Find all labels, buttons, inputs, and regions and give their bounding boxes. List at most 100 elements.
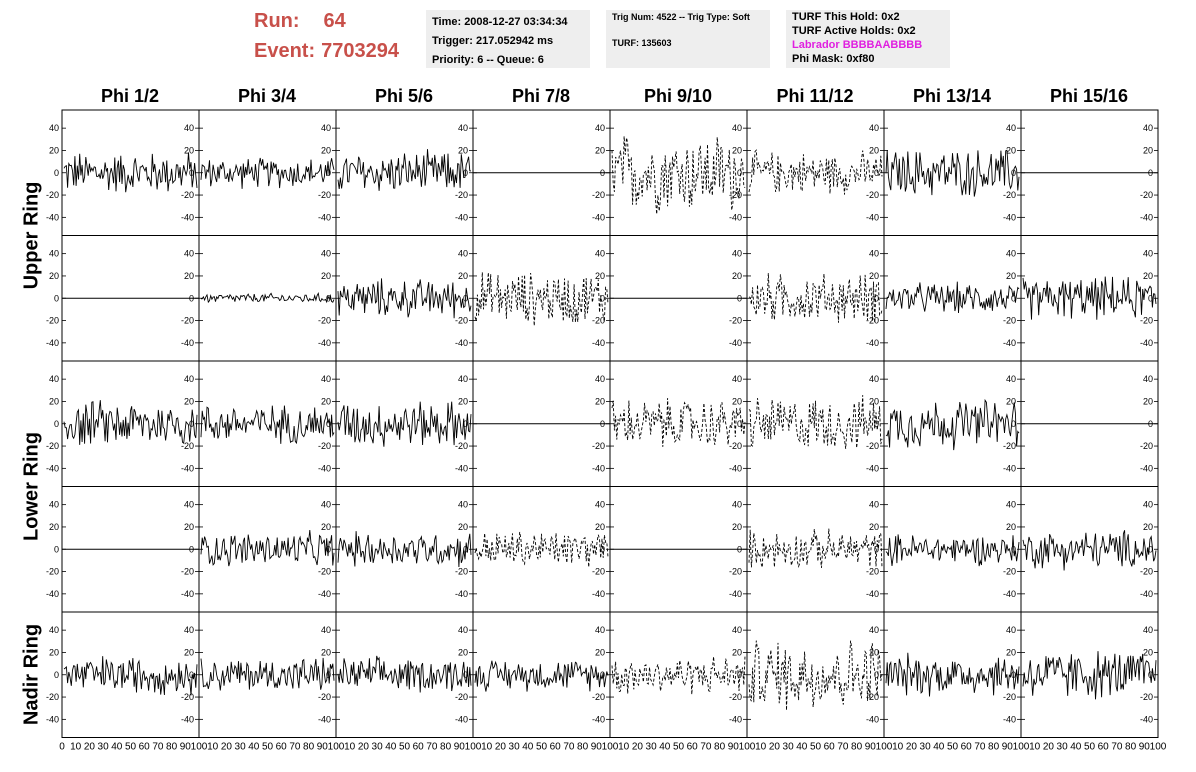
x-tick-label: 20 [769, 742, 781, 753]
y-tick-label: -20 [729, 316, 742, 326]
y-tick-label: 20 [595, 647, 605, 657]
y-tick-label: -20 [866, 567, 879, 577]
y-tick-label: -20 [729, 441, 742, 451]
event-number: Event: 7703294 [254, 40, 399, 63]
y-tick-label: 40 [1006, 374, 1016, 384]
y-tick-label: 40 [49, 123, 59, 133]
waveform-trace [1022, 276, 1157, 320]
panel-frame [335, 486, 474, 613]
y-tick-label: 0 [600, 293, 605, 303]
y-tick-label: -40 [1003, 589, 1016, 599]
y-tick-label: 40 [458, 500, 468, 510]
panel-frame [335, 235, 474, 362]
y-tick-label: -20 [592, 190, 605, 200]
x-tick-label: 40 [659, 742, 671, 753]
x-tick-label: 10 [618, 742, 630, 753]
y-tick-label: -20 [1003, 567, 1016, 577]
y-tick-label: 0 [54, 419, 59, 429]
turf-hold-text: TURF This Hold: 0x2 [792, 11, 900, 23]
y-tick-label: 20 [458, 145, 468, 155]
y-tick-label: -40 [181, 338, 194, 348]
y-tick-label: -20 [592, 441, 605, 451]
labrador-text: Labrador BBBBAABBBB [792, 39, 923, 51]
waveform-trace [201, 291, 335, 304]
y-tick-label: 20 [1143, 647, 1153, 657]
x-tick-label: 100 [602, 742, 619, 753]
panel-frame [883, 486, 1022, 613]
y-tick-label: -40 [592, 338, 605, 348]
y-tick-label: 40 [1006, 249, 1016, 259]
y-tick-label: 0 [600, 544, 605, 554]
y-tick-label: 20 [49, 647, 59, 657]
y-tick-label: -20 [46, 567, 59, 577]
x-tick-label: 50 [262, 742, 274, 753]
x-tick-label: 20 [906, 742, 918, 753]
x-tick-label: 100 [876, 742, 893, 753]
y-tick-label: 40 [732, 625, 742, 635]
y-tick-label: -20 [729, 567, 742, 577]
y-tick-label: 0 [874, 670, 879, 680]
y-tick-label: 20 [321, 271, 331, 281]
y-tick-label: 20 [732, 271, 742, 281]
waveform-trace [474, 531, 609, 568]
y-tick-label: 40 [1143, 374, 1153, 384]
x-tick-label: 60 [687, 742, 699, 753]
y-tick-label: 0 [54, 544, 59, 554]
y-tick-label: -20 [455, 441, 468, 451]
x-tick-label: 100 [465, 742, 482, 753]
x-tick-label: 20 [84, 742, 96, 753]
y-tick-label: -20 [729, 692, 742, 702]
x-tick-label: 80 [851, 742, 863, 753]
y-tick-label: -40 [1003, 212, 1016, 222]
y-tick-label: 40 [869, 625, 879, 635]
y-tick-label: -20 [455, 567, 468, 577]
y-tick-label: 40 [321, 625, 331, 635]
waveform-trace [748, 528, 883, 568]
y-tick-label: -40 [318, 463, 331, 473]
y-tick-label: 20 [1006, 271, 1016, 281]
waveform-trace [611, 136, 746, 215]
y-tick-label: -40 [866, 589, 879, 599]
y-tick-label: -20 [592, 316, 605, 326]
x-tick-label: 90 [454, 742, 466, 753]
y-tick-label: -20 [46, 190, 59, 200]
y-tick-label: -20 [318, 190, 331, 200]
y-tick-label: 0 [326, 419, 331, 429]
y-tick-label: 40 [595, 500, 605, 510]
y-tick-label: -40 [729, 212, 742, 222]
y-tick-label: 20 [184, 396, 194, 406]
y-tick-label: -40 [866, 338, 879, 348]
y-tick-label: -40 [866, 714, 879, 724]
y-tick-label: -40 [46, 714, 59, 724]
column-header: Phi 13/14 [912, 86, 992, 106]
x-tick-label: 60 [276, 742, 288, 753]
column-header: Phi 3/4 [237, 86, 297, 106]
y-tick-label: 20 [869, 647, 879, 657]
panel-frame [1020, 235, 1159, 362]
y-tick-label: 20 [1143, 396, 1153, 406]
y-tick-label: 40 [49, 500, 59, 510]
x-tick-label: 20 [632, 742, 644, 753]
x-tick-label: 90 [1139, 742, 1151, 753]
x-tick-label: 60 [413, 742, 425, 753]
x-tick-label: 80 [1125, 742, 1137, 753]
y-tick-label: -40 [46, 212, 59, 222]
y-tick-label: 20 [595, 396, 605, 406]
y-tick-label: -20 [181, 316, 194, 326]
panel-frame [609, 611, 748, 738]
y-tick-label: -20 [181, 567, 194, 577]
y-tick-label: -40 [1140, 714, 1153, 724]
y-tick-label: -20 [46, 441, 59, 451]
